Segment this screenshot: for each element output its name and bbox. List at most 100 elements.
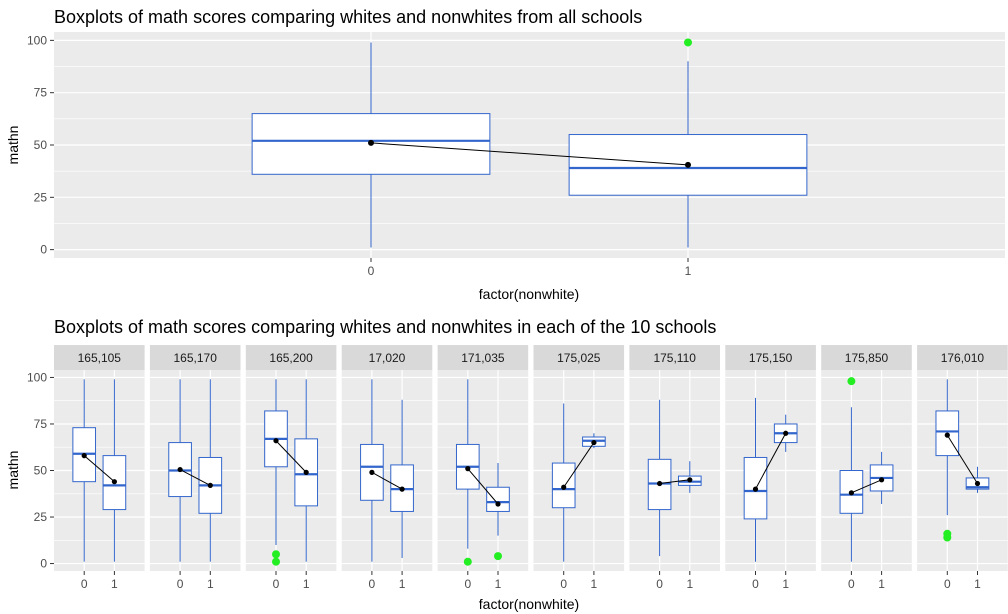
mean-point [687,477,693,483]
facet-strip-label: 176,010 [941,351,985,365]
y-tick-label: 0 [40,557,47,571]
mean-point [495,501,501,507]
facet-strip-label: 17,020 [369,351,406,365]
outlier-point [272,550,280,559]
x-tick-label: 0 [944,577,951,591]
top-chart: Boxplots of math scores comparing whites… [5,7,1005,302]
facet-strip [341,345,433,370]
facet-marks [168,379,223,562]
x-tick-label: 1 [974,577,981,591]
y-tick-label: 50 [34,464,48,478]
y-tick-label: 0 [40,243,47,257]
mean-point [561,484,567,490]
facet-strip [437,345,529,370]
mean-connector-line [370,142,689,166]
x-tick-label: 1 [878,577,885,591]
x-tick-label: 1 [111,577,118,591]
outlier-point [463,557,472,566]
x-tick-label: 1 [303,577,310,591]
mean-connector-line [659,479,690,485]
facet-strip [245,345,337,370]
y-tick-label: 25 [34,510,48,524]
x-tick-label: 0 [464,577,471,591]
facet-strip [917,345,1008,370]
facet-strip [149,345,241,370]
mean-point [368,139,374,146]
bottom-chart-title: Boxplots of math scores comparing whites… [54,317,716,337]
box [486,486,510,512]
mean-connector-line [851,479,882,494]
mean-point [207,482,213,488]
x-tick-label: 0 [81,577,88,591]
x-tick-label: 1 [591,577,598,591]
facet-marks [455,379,510,566]
outlier-point [943,529,952,538]
top-marks [251,38,808,248]
facet-strip-label: 165,170 [174,351,218,365]
x-tick-label: 1 [685,264,692,278]
x-tick-label: 1 [207,577,214,591]
facet-175,850: 175,850 0 1 [821,345,912,591]
x-tick-label: 0 [273,577,280,591]
facet-165,105: 165,105 0 1 [54,345,145,591]
facet-171,035: 171,035 0 1 [437,345,529,591]
mean-point [591,439,597,446]
x-tick-label: 0 [177,577,184,591]
y-tick-label: 100 [27,370,47,384]
x-tick-label: 0 [752,577,759,591]
top-y-tick-labels: 0 25 50 75 100 [27,33,54,257]
mean-point [848,490,855,496]
x-tick-label: 0 [368,264,375,278]
outlier-point [494,552,502,561]
x-tick-label: 0 [560,577,567,591]
facet-17,020: 17,020 0 1 [341,345,433,591]
x-tick-label: 0 [848,577,855,591]
facet-175,110: 175,110 0 1 [629,345,720,591]
x-tick-label: 1 [399,577,406,591]
x-tick-label: 1 [782,577,789,591]
facet-strip-label: 175,150 [749,351,793,365]
facet-marks [551,403,606,562]
mean-connector-line [563,442,595,488]
mean-point [657,480,663,487]
y-tick-label: 50 [34,138,48,152]
facet-marks [647,399,702,557]
y-tick-label: 75 [34,417,48,431]
top-x-axis-label: factor(nonwhite) [479,286,579,302]
x-tick-label: 1 [495,577,502,591]
facet-marks [743,397,798,562]
facet-strip [629,345,720,370]
mean-point [81,453,87,459]
facet-strip-label: 165,105 [78,351,122,365]
facet-165,200: 165,200 0 1 [245,345,337,591]
facet-strip [725,345,816,370]
facet-marks [360,379,414,562]
mean-connector-line [83,455,115,483]
x-tick-label: 0 [369,577,376,591]
mean-point [399,486,405,492]
mean-point [752,486,759,492]
bottom-y-axis-label: mathn [5,451,21,490]
facet-marks [264,379,319,566]
box-group-0 [647,399,672,557]
x-tick-label: 1 [686,577,693,591]
facet-strip-label: 171,035 [461,351,505,365]
mean-point [303,469,309,475]
outlier-point [272,557,280,566]
mean-point [944,432,950,438]
facet-175,150: 175,150 0 1 [725,345,816,591]
outlier-point [684,38,692,47]
mean-point [111,479,117,485]
facet-strip-label: 165,200 [269,351,313,365]
bottom-x-axis-label: factor(nonwhite) [479,596,579,612]
mean-point [685,161,691,168]
box-group-1 [486,463,510,561]
facet-176,010: 176,010 0 1 [917,345,1008,591]
y-tick-label: 75 [34,86,48,100]
mean-connector-line [275,440,307,473]
mean-connector-line [179,469,211,486]
facet-175,025: 175,025 0 1 [533,345,625,591]
mean-connector-line [946,434,978,484]
